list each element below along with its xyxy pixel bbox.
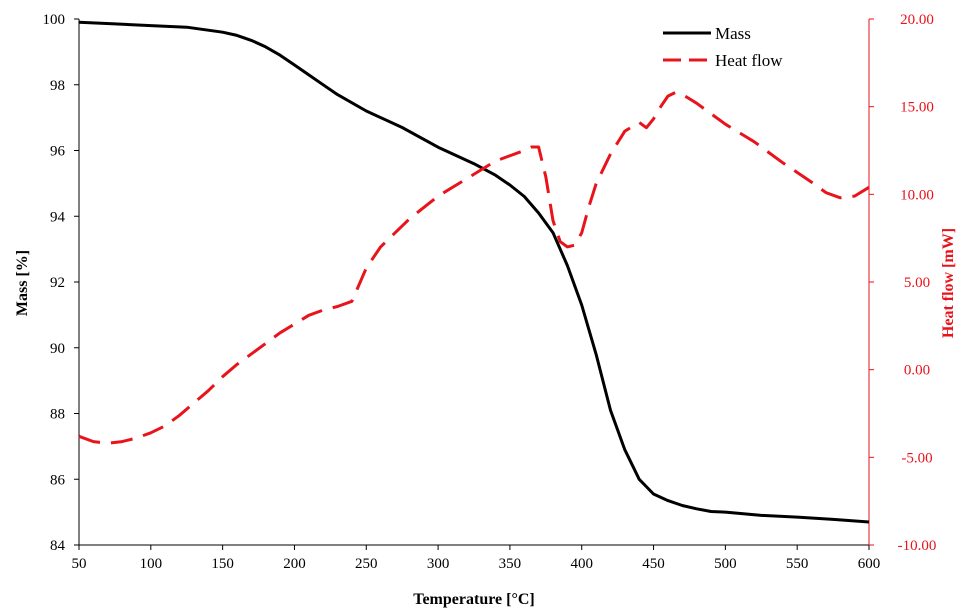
y-left-tick-label: 94 xyxy=(50,209,66,225)
x-tick-label: 200 xyxy=(283,556,306,572)
y-left-tick-label: 88 xyxy=(50,407,65,423)
y-axis-left-title: Mass [%] xyxy=(14,250,31,316)
x-tick-label: 550 xyxy=(786,556,809,572)
legend-label-heat-flow: Heat flow xyxy=(715,51,783,70)
x-tick-label: 300 xyxy=(427,556,450,572)
y-left-tick-label: 98 xyxy=(50,78,65,94)
x-tick-label: 100 xyxy=(140,556,163,572)
x-tick-label: 250 xyxy=(355,556,378,572)
x-tick-label: 350 xyxy=(499,556,522,572)
plot-frame xyxy=(78,19,870,546)
x-tick-label: 500 xyxy=(714,556,737,572)
y-right-tick-label: 15.00 xyxy=(900,100,934,116)
y-left-tick-label: 84 xyxy=(50,538,66,554)
y-right-tick-label: 20.00 xyxy=(900,12,934,28)
y-left-tick-label: 90 xyxy=(50,341,65,357)
x-tick-label: 450 xyxy=(642,556,665,572)
y-left-tick-label: 92 xyxy=(50,275,65,291)
y-left-tick-label: 96 xyxy=(50,144,66,160)
x-tick-label: 600 xyxy=(858,556,881,572)
x-tick-label: 400 xyxy=(570,556,593,572)
axis-ticks: 50 100 150 200 250 300 350 400 450 500 550 600 84 86 8… xyxy=(43,12,937,572)
y-right-tick-label: -5.00 xyxy=(901,450,932,466)
y-right-tick-label: 10.00 xyxy=(900,187,934,203)
legend: Mass Heat flow xyxy=(663,24,783,70)
legend-label-mass: Mass xyxy=(715,24,751,43)
series-heat-flow-line xyxy=(78,91,870,445)
series-layer xyxy=(78,20,870,524)
x-tick-label: 50 xyxy=(72,556,87,572)
x-tick-label: 150 xyxy=(211,556,234,572)
y-right-tick-label: 0.00 xyxy=(904,363,930,379)
y-right-tick-label: -10.00 xyxy=(898,538,937,554)
y-left-tick-label: 100 xyxy=(43,12,66,28)
y-axis-right-title: Heat flow [mW] xyxy=(940,228,957,338)
y-right-tick-label: 5.00 xyxy=(904,275,930,291)
x-axis-title: Temperature [°C] xyxy=(413,591,534,608)
y-left-tick-label: 86 xyxy=(50,472,66,488)
series-mass-line xyxy=(78,20,870,524)
